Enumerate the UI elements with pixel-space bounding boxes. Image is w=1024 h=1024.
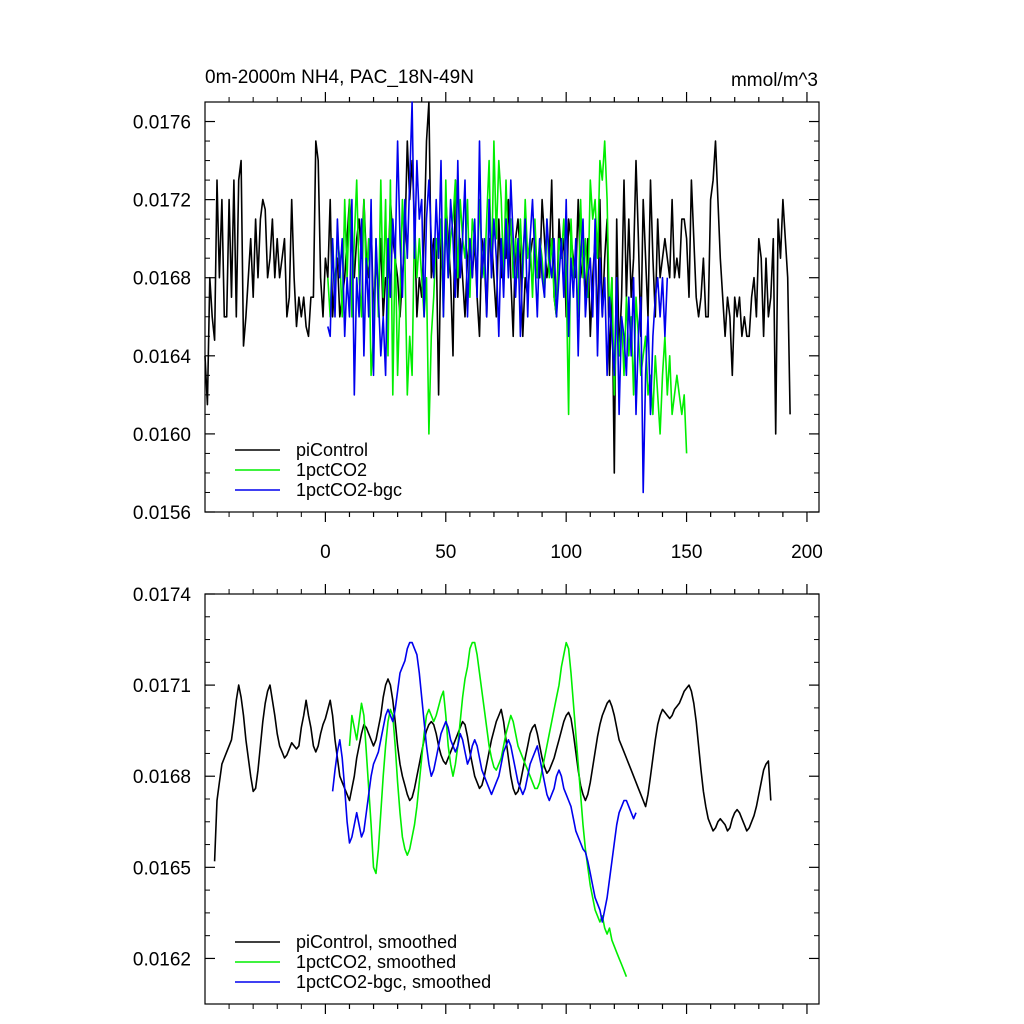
top-series-lines xyxy=(204,101,791,494)
top-chart-units: mmol/m^3 xyxy=(731,70,818,91)
top-chart-title: 0m-2000m NH4, PAC_18N-49N xyxy=(205,67,474,88)
x-tick-label: 150 xyxy=(671,542,703,563)
top-panel: 0m-2000m NH4, PAC_18N-49N mmol/m^3 0.017… xyxy=(133,67,823,563)
series-line-2 xyxy=(327,101,669,494)
y-tick-label: 0.0162 xyxy=(133,949,191,970)
y-tick-label: 0.0156 xyxy=(133,503,191,524)
y-tick-label: 0.0165 xyxy=(133,858,191,879)
legend-label: piControl xyxy=(296,440,368,460)
legend-label: 1pctCO2, smoothed xyxy=(296,952,456,972)
bottom-series-lines xyxy=(213,641,772,977)
y-tick-label: 0.0164 xyxy=(133,347,192,368)
bottom-axis-ticks: 0.0174 0.0171 0.0168 0.0165 0.0162 xyxy=(133,584,819,1014)
y-tick-label: 0.0168 xyxy=(133,269,191,290)
legend-label: 1pctCO2-bgc, smoothed xyxy=(296,972,491,992)
series-line-2 xyxy=(331,641,637,923)
y-tick-label: 0.0172 xyxy=(133,191,191,212)
series-line-0 xyxy=(204,101,791,474)
series-line-1 xyxy=(327,140,688,454)
y-tick-label: 0.0168 xyxy=(133,767,191,788)
y-tick-label: 0.0160 xyxy=(133,425,191,446)
legend-label: 1pctCO2-bgc xyxy=(296,480,402,500)
legend-label: 1pctCO2 xyxy=(296,460,367,480)
y-tick-label: 0.0171 xyxy=(133,676,191,697)
x-tick-label: 200 xyxy=(791,542,823,563)
x-tick-label: 100 xyxy=(550,542,582,563)
y-tick-label: 0.0176 xyxy=(133,113,191,134)
x-tick-label: 50 xyxy=(435,542,456,563)
x-tick-label: 0 xyxy=(320,542,331,563)
y-tick-label: 0.0174 xyxy=(133,585,192,606)
top-axis-ticks: 0.0176 0.0172 0.0168 0.0164 0.0160 0.0156 0 50 1… xyxy=(133,92,823,563)
legend-label: piControl, smoothed xyxy=(296,932,457,952)
bottom-panel: 0.0174 0.0171 0.0168 0.0165 0.0162 piControl… xyxy=(133,584,820,1014)
series-line-1 xyxy=(348,641,628,977)
top-plot-frame xyxy=(204,101,820,513)
series-line-0 xyxy=(213,678,772,862)
